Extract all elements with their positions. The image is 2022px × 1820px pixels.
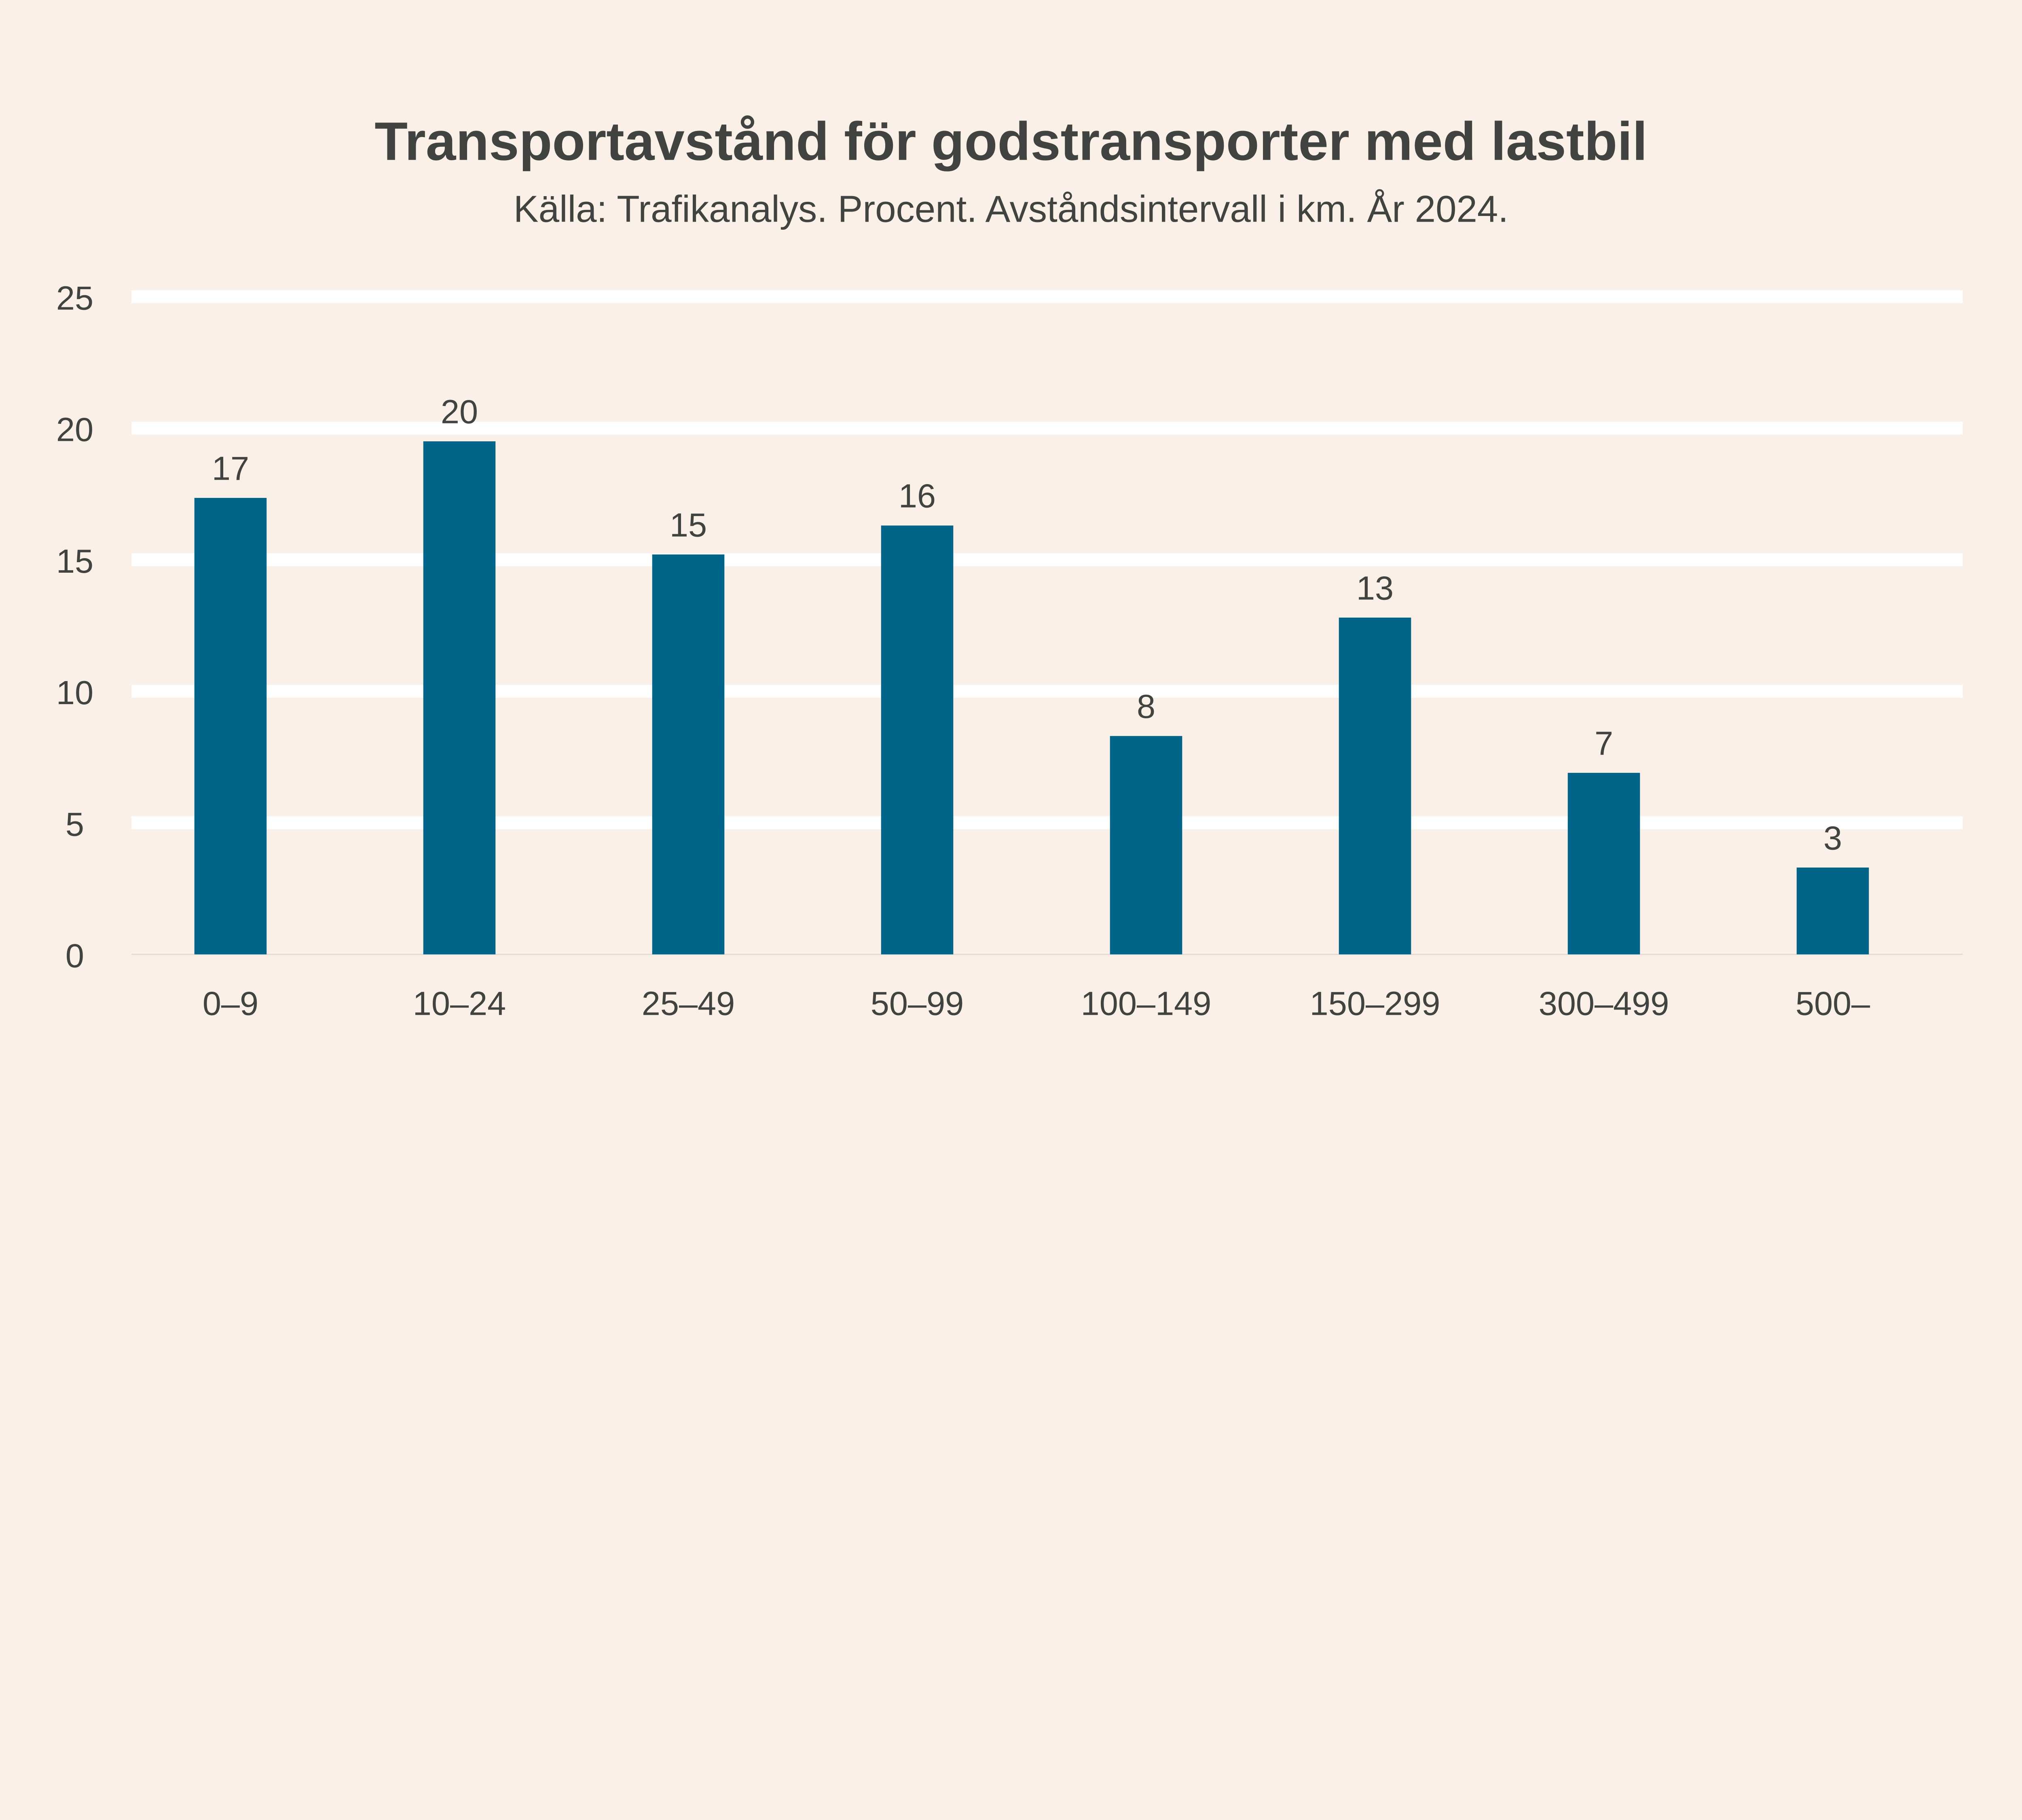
y-tick-label: 15 xyxy=(56,542,93,580)
bar xyxy=(423,441,496,954)
x-axis: 0–9 10–24 25–49 50–99 100–149 150–299 300–499 5… xyxy=(203,985,1870,1022)
data-label: 8 xyxy=(1137,688,1155,725)
chart-title: Transportavstånd för godstransporter med… xyxy=(374,111,1647,171)
gridline xyxy=(131,290,1963,303)
gridline xyxy=(131,421,1963,435)
x-tick-label: 50–99 xyxy=(871,985,964,1022)
bar xyxy=(1339,618,1411,954)
x-tick-label: 100–149 xyxy=(1081,985,1212,1022)
gridline xyxy=(131,816,1963,830)
y-tick-label: 10 xyxy=(56,674,93,711)
chart-subtitle: Källa: Trafikanalys. Procent. Avståndsin… xyxy=(514,188,1508,230)
data-label: 17 xyxy=(212,449,249,487)
data-label: 7 xyxy=(1595,724,1613,762)
y-axis: 0 5 10 15 20 25 xyxy=(56,279,93,974)
data-labels: 17 20 15 16 8 13 7 3 xyxy=(212,393,1842,857)
bar xyxy=(1567,772,1640,954)
x-tick-label: 10–24 xyxy=(413,985,506,1022)
bar xyxy=(1110,736,1182,954)
gridline xyxy=(131,685,1963,698)
bar xyxy=(1796,868,1869,954)
bar-chart: Transportavstånd för godstransporter med… xyxy=(0,0,2022,1138)
gridline xyxy=(131,553,1963,566)
x-tick-label: 25–49 xyxy=(642,985,735,1022)
data-label: 3 xyxy=(1823,819,1842,857)
x-tick-label: 300–499 xyxy=(1539,985,1669,1022)
data-label: 15 xyxy=(670,506,707,544)
data-label: 20 xyxy=(441,393,478,431)
chart-background xyxy=(0,0,2022,1138)
y-tick-label: 5 xyxy=(66,805,84,843)
bars xyxy=(194,441,1869,954)
x-tick-label: 500– xyxy=(1796,985,1870,1022)
x-tick-label: 150–299 xyxy=(1310,985,1440,1022)
data-label: 13 xyxy=(1356,569,1394,607)
x-tick-label: 0–9 xyxy=(203,985,258,1022)
bar xyxy=(652,554,725,954)
y-tick-label: 25 xyxy=(56,279,93,317)
data-label: 16 xyxy=(899,477,936,515)
y-tick-label: 20 xyxy=(56,411,93,449)
bar xyxy=(194,498,267,954)
bar xyxy=(881,525,954,954)
y-tick-label: 0 xyxy=(66,937,84,975)
